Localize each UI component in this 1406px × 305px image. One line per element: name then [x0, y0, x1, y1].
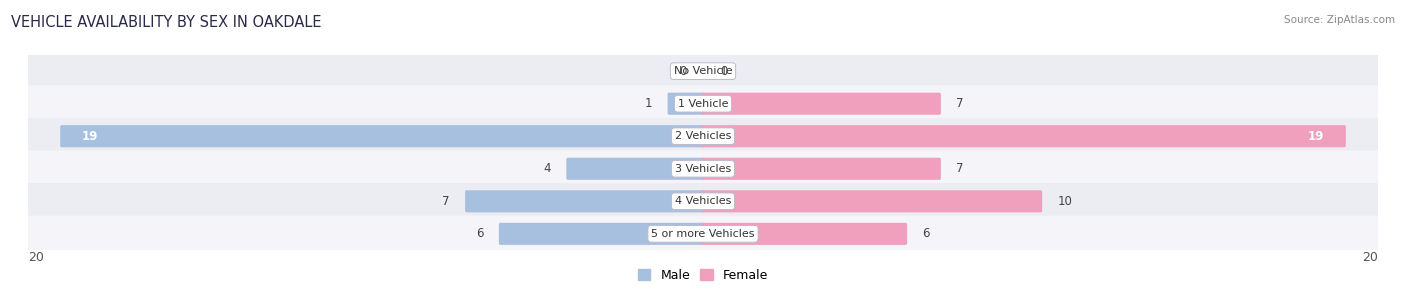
FancyBboxPatch shape: [22, 85, 1384, 122]
Text: 19: 19: [1308, 130, 1324, 143]
Text: 1: 1: [645, 97, 652, 110]
Text: 6: 6: [477, 227, 484, 240]
Text: 19: 19: [82, 130, 98, 143]
Text: VEHICLE AVAILABILITY BY SEX IN OAKDALE: VEHICLE AVAILABILITY BY SEX IN OAKDALE: [11, 15, 322, 30]
FancyBboxPatch shape: [668, 93, 704, 115]
FancyBboxPatch shape: [60, 125, 704, 147]
Text: 6: 6: [922, 227, 929, 240]
Text: 4 Vehicles: 4 Vehicles: [675, 196, 731, 206]
FancyBboxPatch shape: [567, 158, 704, 180]
Text: 7: 7: [443, 195, 450, 208]
Text: 0: 0: [720, 65, 727, 78]
FancyBboxPatch shape: [22, 118, 1384, 154]
Text: 5 or more Vehicles: 5 or more Vehicles: [651, 229, 755, 239]
FancyBboxPatch shape: [702, 158, 941, 180]
Text: 20: 20: [1362, 251, 1378, 264]
FancyBboxPatch shape: [702, 93, 941, 115]
Text: 4: 4: [544, 162, 551, 175]
FancyBboxPatch shape: [702, 125, 1346, 147]
FancyBboxPatch shape: [22, 151, 1384, 187]
Text: Source: ZipAtlas.com: Source: ZipAtlas.com: [1284, 15, 1395, 25]
Text: 2 Vehicles: 2 Vehicles: [675, 131, 731, 141]
Text: 20: 20: [28, 251, 44, 264]
Legend: Male, Female: Male, Female: [633, 264, 773, 287]
FancyBboxPatch shape: [702, 190, 1042, 212]
FancyBboxPatch shape: [499, 223, 704, 245]
FancyBboxPatch shape: [22, 183, 1384, 220]
Text: 3 Vehicles: 3 Vehicles: [675, 164, 731, 174]
Text: 7: 7: [956, 162, 963, 175]
Text: 7: 7: [956, 97, 963, 110]
FancyBboxPatch shape: [22, 216, 1384, 252]
FancyBboxPatch shape: [22, 53, 1384, 89]
Text: 1 Vehicle: 1 Vehicle: [678, 99, 728, 109]
FancyBboxPatch shape: [702, 223, 907, 245]
Text: No Vehicle: No Vehicle: [673, 66, 733, 76]
FancyBboxPatch shape: [465, 190, 704, 212]
Text: 10: 10: [1057, 195, 1073, 208]
Text: 0: 0: [679, 65, 686, 78]
